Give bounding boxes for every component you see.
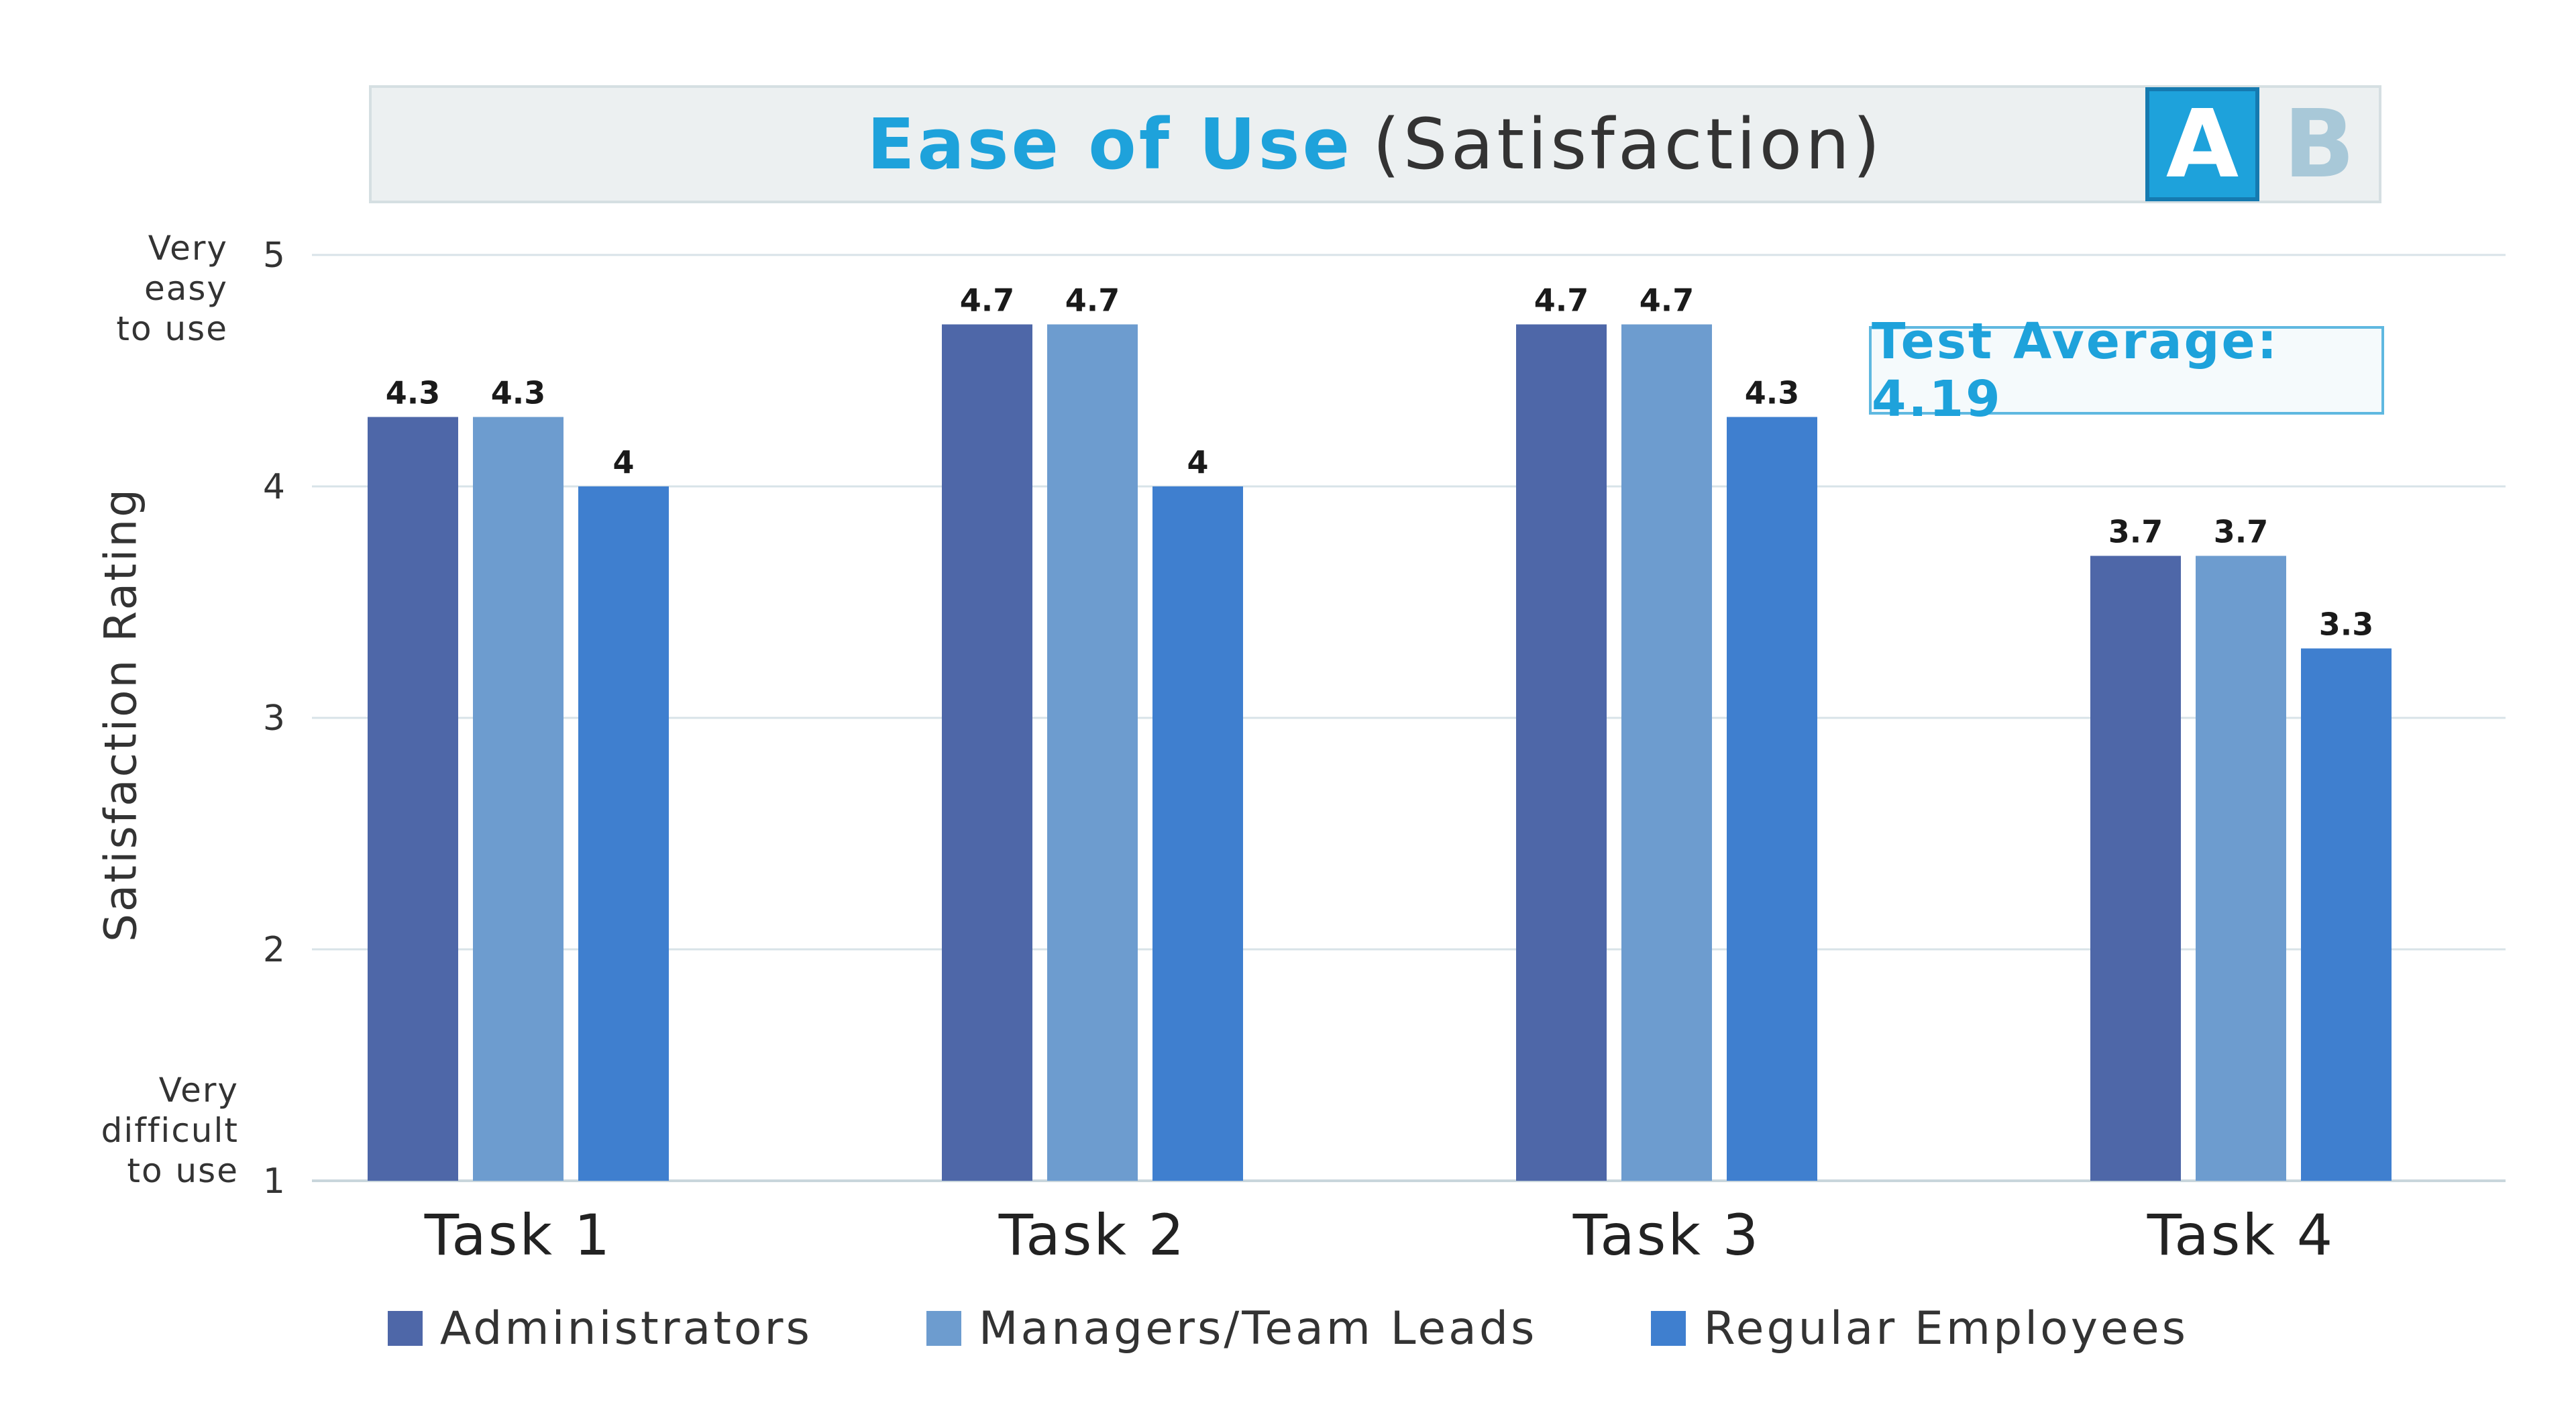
- legend-label-managers: Managers/Team Leads: [978, 1302, 1538, 1355]
- variant-a-tab[interactable]: A: [2145, 87, 2259, 201]
- y-annotation-bottom-line: difficult: [101, 1111, 239, 1150]
- data-label: 3.7: [2108, 514, 2163, 550]
- data-label: 4.3: [386, 375, 441, 411]
- legend-swatch-employees: [1651, 1311, 1686, 1346]
- bar: [942, 324, 1032, 1181]
- bar: [2090, 556, 2181, 1181]
- y-annotation-top-line: easy: [144, 269, 228, 308]
- bar: [368, 417, 458, 1181]
- chart-legend: Administrators Managers/Team Leads Regul…: [0, 1298, 2576, 1359]
- data-label: 4.7: [960, 282, 1015, 319]
- chart-title-box: Ease of Use (Satisfaction): [369, 85, 2381, 203]
- bar: [1047, 324, 1138, 1181]
- y-annotation-bottom-line: Very: [158, 1071, 239, 1110]
- bar: [2196, 556, 2286, 1181]
- chart-title-bold: Ease of Use: [867, 103, 1353, 185]
- data-label: 4.3: [491, 375, 546, 411]
- y-tick-label: 5: [263, 235, 285, 276]
- x-category-label: Task 3: [1572, 1202, 1760, 1268]
- bar: [1516, 324, 1607, 1181]
- legend-swatch-administrators: [387, 1311, 423, 1346]
- chart-title-rest: (Satisfaction): [1373, 103, 1884, 185]
- bar: [473, 417, 564, 1181]
- y-annotation-top: Very easy to use: [67, 228, 228, 349]
- data-label: 3.7: [2214, 514, 2269, 550]
- x-category-label: Task 1: [424, 1202, 612, 1268]
- y-annotation-top-line: to use: [116, 309, 228, 348]
- data-label: 3.3: [2319, 606, 2374, 643]
- y-tick-label: 4: [263, 467, 285, 507]
- y-annotation-bottom: Very difficult to use: [78, 1070, 239, 1191]
- x-category-label: Task 4: [2147, 1202, 2334, 1268]
- data-label: 4: [1187, 444, 1208, 480]
- x-category-label: Task 2: [998, 1202, 1186, 1268]
- y-tick-label: 1: [263, 1161, 285, 1202]
- y-tick-label: 2: [263, 930, 285, 970]
- y-tick-label: 3: [263, 698, 285, 739]
- legend-item-administrators[interactable]: Administrators: [387, 1302, 812, 1355]
- legend-item-employees[interactable]: Regular Employees: [1651, 1302, 2188, 1355]
- test-average-badge: Test Average: 4.19: [1869, 313, 2384, 428]
- legend-label-employees: Regular Employees: [1703, 1302, 2189, 1355]
- chart-title: Ease of Use (Satisfaction): [372, 88, 2379, 201]
- bar: [1621, 324, 1712, 1181]
- data-label: 4.7: [1065, 282, 1120, 319]
- bar: [1152, 486, 1243, 1181]
- data-label: 4.7: [1534, 282, 1589, 319]
- variant-b-tab[interactable]: B: [2283, 89, 2355, 199]
- bar: [1727, 417, 1817, 1181]
- data-label: 4.7: [1640, 282, 1695, 319]
- data-label: 4.3: [1745, 375, 1800, 411]
- legend-label-administrators: Administrators: [439, 1302, 812, 1355]
- bar: [2301, 648, 2392, 1181]
- legend-swatch-managers: [926, 1311, 961, 1346]
- y-annotation-bottom-line: to use: [127, 1151, 239, 1190]
- legend-item-managers[interactable]: Managers/Team Leads: [926, 1302, 1538, 1355]
- bar: [578, 486, 669, 1181]
- y-annotation-top-line: Very: [148, 229, 228, 268]
- data-label: 4: [612, 444, 634, 480]
